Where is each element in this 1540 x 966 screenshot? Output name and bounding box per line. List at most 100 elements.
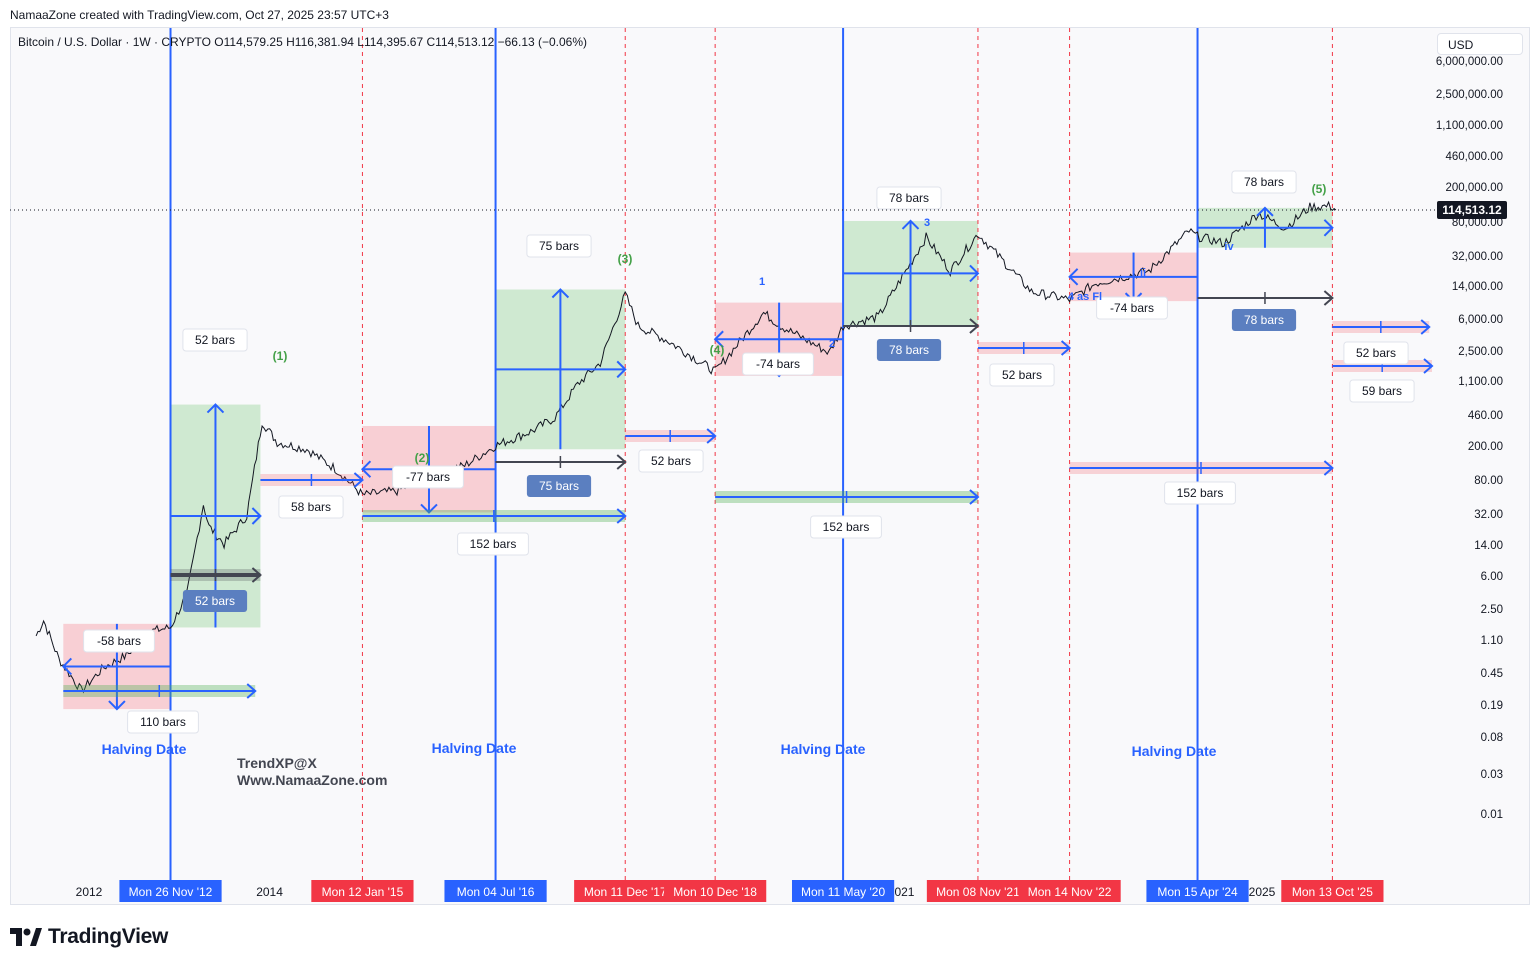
bars-label: 52 bars <box>182 328 248 352</box>
bars-label: 59 bars <box>1349 379 1415 403</box>
arrow-head <box>246 683 257 699</box>
arrow-head <box>616 454 627 470</box>
wave-label: ii <box>1140 267 1146 279</box>
y-tick-label: 1,100.00 <box>1458 376 1503 388</box>
currency-button[interactable]: USD <box>1437 33 1523 55</box>
price-axis: 6,000,000.00 2,500,000.00 1,100,000.00 460,… <box>1436 56 1507 821</box>
bars-label-text: 52 bars <box>1002 368 1042 382</box>
date-badge-text: Mon 12 Jan '15 <box>322 885 404 899</box>
y-tick-label: 0.03 <box>1481 769 1503 781</box>
date-badge <box>664 880 767 902</box>
bars-label-text: -74 bars <box>756 357 800 371</box>
bars-label: -58 bars <box>83 629 155 653</box>
halving-caption: Halving Date <box>781 741 866 757</box>
bars-label-text: 75 bars <box>539 479 579 493</box>
y-tick-label: 1,100,000.00 <box>1436 120 1503 132</box>
date-badge-text: Mon 11 Dec '17 <box>584 885 667 899</box>
arrow-head <box>361 460 372 478</box>
bars-label-text: 59 bars <box>1362 384 1402 398</box>
bars-label-box <box>1349 379 1415 403</box>
arrow-head <box>206 403 225 414</box>
date-badge-text: Mon 15 Apr '24 <box>1157 885 1238 899</box>
wave-label: (5) <box>1312 182 1327 196</box>
arrow-head <box>969 489 980 505</box>
bars-label: 110 bars <box>127 710 199 734</box>
bars-label-box <box>182 590 248 612</box>
arrow-head <box>420 503 438 514</box>
y-tick-label: 460,000.00 <box>1445 151 1503 163</box>
footer: TradingView <box>10 924 168 950</box>
y-tick-label: 460.00 <box>1468 410 1503 422</box>
bars-label: 58 bars <box>278 495 344 519</box>
wave-label: 2 <box>829 338 835 350</box>
bars-label-box <box>876 339 942 361</box>
bars-label-box <box>127 710 199 734</box>
bars-label-box <box>83 629 155 653</box>
projection-arrows <box>61 206 1434 711</box>
y-tick-label: 80,000.00 <box>1452 217 1503 229</box>
arrow-head <box>1256 206 1274 217</box>
wave-label: 1 <box>759 276 765 288</box>
bars-label-box <box>1164 481 1236 505</box>
arrow-head <box>251 507 262 525</box>
x-tick-label: 2014 <box>256 885 283 899</box>
date-badge-text: Mon 04 Jul '16 <box>457 885 535 899</box>
chart-attribution: NamaaZone created with TradingView.com, … <box>10 8 389 22</box>
bars-label: 52 bars <box>638 449 704 473</box>
x-tick-label: 2021 <box>888 885 915 899</box>
date-badge <box>444 880 547 902</box>
wave-labels: (1) (2) (3) (4) (5) 1 2 3 ii iv 4 as Fl <box>273 182 1327 465</box>
arrow-head <box>353 472 364 488</box>
arrow-head <box>969 264 980 283</box>
bars-label-text: 152 bars <box>823 520 870 534</box>
bars-label: -77 bars <box>392 465 464 489</box>
arrow-head <box>616 360 627 379</box>
bars-label-box <box>182 328 248 352</box>
y-tick-label: 0.45 <box>1481 668 1503 680</box>
arrow-head <box>1068 268 1079 286</box>
ohlc-values: O114,579.25 H116,381.94 L114,395.67 C114… <box>214 35 588 49</box>
bars-label: -74 bars <box>742 352 814 376</box>
bars-label-box <box>526 234 592 258</box>
y-tick-label: 32.00 <box>1474 509 1503 521</box>
last-price-badge <box>1437 201 1507 219</box>
arrow-head <box>969 318 980 334</box>
watermark-line1: TrendXP@X <box>237 755 317 771</box>
bars-label: 78 bars <box>1231 309 1297 331</box>
date-badge <box>1146 880 1249 902</box>
price-series <box>35 200 1337 694</box>
bars-label-text: 152 bars <box>470 537 517 551</box>
y-tick-label: 2,500.00 <box>1458 346 1503 358</box>
bars-label-box <box>1343 341 1409 365</box>
bars-label: 152 bars <box>810 515 882 539</box>
date-badge <box>119 880 222 902</box>
bars-label: 78 bars <box>876 186 942 210</box>
bars-label-text: 52 bars <box>195 594 235 608</box>
date-badge-text: Mon 13 Oct '25 <box>1292 885 1373 899</box>
date-badge <box>574 880 677 902</box>
footer-brand: TradingView <box>48 925 169 948</box>
bars-label-box <box>278 495 344 519</box>
symbol-legend: Bitcoin / U.S. Dollar · 1W · CRYPTO O114… <box>18 35 587 49</box>
bars-label-box <box>392 465 464 489</box>
bars-label: 52 bars <box>1343 341 1409 365</box>
symbol-name: Bitcoin / U.S. Dollar · 1W · CRYPTO <box>18 35 211 49</box>
date-badge-text: Mon 08 Nov '21 <box>936 885 1020 899</box>
y-tick-label: 80.00 <box>1474 475 1503 487</box>
bars-label: 78 bars <box>1231 170 1297 194</box>
y-tick-label: 14,000.00 <box>1452 281 1503 293</box>
wave-label: 4 as Fl <box>1068 291 1102 303</box>
halving-caption: Halving Date <box>1132 743 1217 759</box>
watermark: TrendXP@X Www.NamaaZone.com <box>237 755 387 789</box>
bars-label: 52 bars <box>989 363 1055 387</box>
bars-label-text: 52 bars <box>1356 346 1396 360</box>
bars-label-text: 78 bars <box>1244 175 1284 189</box>
bars-label: 78 bars <box>876 339 942 361</box>
bars-label-text: 52 bars <box>651 454 691 468</box>
bars-label-text: 78 bars <box>889 191 929 205</box>
time-axis: 2012 2014 2021 2025 Mon 26 Nov '12 Mon 04 Jul… <box>76 880 1384 902</box>
arrow-head <box>616 508 627 524</box>
x-tick-label: 2012 <box>76 885 103 899</box>
arrow-head <box>1323 290 1334 306</box>
